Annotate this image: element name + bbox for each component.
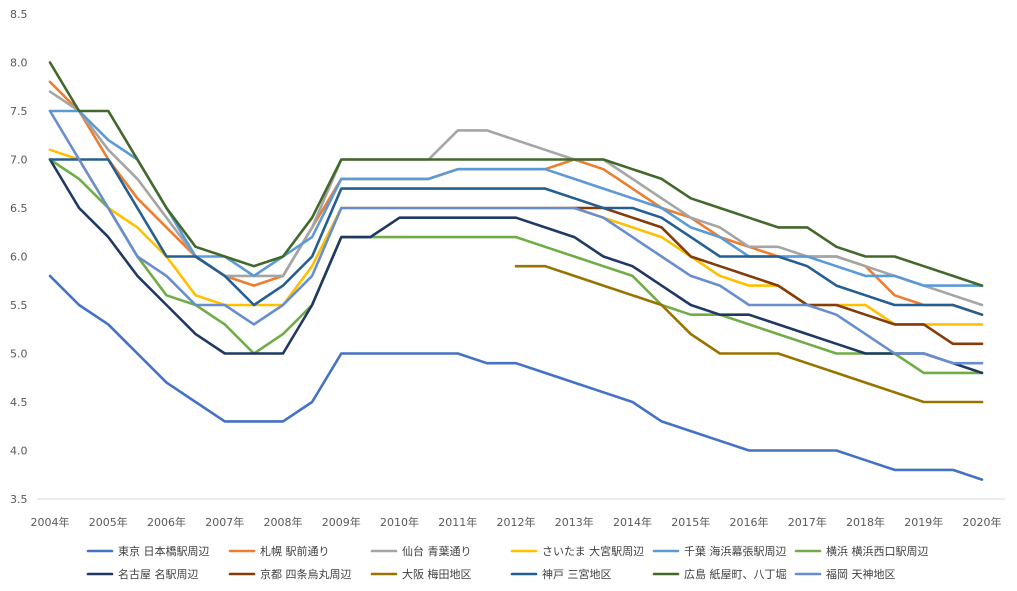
- legend-label: 横浜 横浜西口駅周辺: [826, 544, 929, 558]
- legend-item: 東京 日本橋駅周辺: [86, 544, 210, 558]
- series-line-2: [48, 90, 984, 307]
- legend-label: さいたま 大宮駅周辺: [542, 544, 644, 558]
- x-tick-label: 2013年: [555, 515, 594, 529]
- legend-item: 仙台 青葉通り: [370, 544, 472, 558]
- y-axis: 3.5 4.0 4.5 5.0 5.5 6.0 6.5 7.0 7.5 8.0 8.5: [10, 8, 28, 506]
- series-line-11: [48, 109, 984, 365]
- x-tick-label: 2010年: [380, 515, 419, 529]
- legend-item: 京都 四条烏丸周辺: [228, 567, 352, 581]
- y-tick-label: 7.5: [10, 105, 28, 118]
- legend-label: 仙台 青葉通り: [402, 544, 472, 558]
- x-tick-label: 2015年: [671, 515, 710, 529]
- series-line-8: [514, 264, 984, 404]
- legend-item: 大阪 梅田地区: [370, 567, 472, 581]
- legend-item: 福岡 天神地区: [794, 567, 896, 581]
- legend-label: 名古屋 名駅周辺: [118, 567, 199, 581]
- legend-label: 神戸 三宮地区: [542, 567, 612, 581]
- series-line-5: [48, 158, 984, 375]
- y-tick-label: 6.5: [10, 202, 28, 215]
- x-tick-label: 2005年: [89, 515, 128, 529]
- legend-item: 名古屋 名駅周辺: [86, 567, 199, 581]
- legend-label: 広島 紙屋町、八丁堀: [684, 567, 787, 581]
- x-tick-label: 2018年: [846, 515, 885, 529]
- x-tick-label: 2020年: [963, 515, 1002, 529]
- legend-label: 千葉 海浜幕張駅周辺: [684, 544, 787, 558]
- plot-area: [48, 61, 984, 481]
- legend-item: 札幌 駅前通り: [228, 544, 330, 558]
- legend-item: さいたま 大宮駅周辺: [510, 544, 644, 558]
- x-tick-label: 2006年: [147, 515, 186, 529]
- y-tick-label: 5.5: [10, 299, 28, 312]
- x-tick-label: 2008年: [264, 515, 303, 529]
- series-line-7: [572, 206, 984, 346]
- y-tick-label: 6.0: [10, 251, 28, 264]
- legend-label: 札幌 駅前通り: [260, 544, 330, 558]
- x-tick-label: 2017年: [788, 515, 827, 529]
- legend-item: 千葉 海浜幕張駅周辺: [652, 544, 787, 558]
- series-line-9: [48, 158, 984, 317]
- legend-item: 横浜 横浜西口駅周辺: [794, 544, 929, 558]
- x-axis: 2004年 2005年 2006年 2007年 2008年 2009年 2010年 2011年…: [31, 515, 1002, 529]
- legend-item: 神戸 三宮地区: [510, 567, 612, 581]
- series-line-4: [48, 109, 984, 287]
- y-tick-label: 5.0: [10, 348, 28, 361]
- x-tick-label: 2016年: [730, 515, 769, 529]
- x-tick-label: 2019年: [904, 515, 943, 529]
- y-tick-label: 8.0: [10, 57, 28, 70]
- y-tick-label: 3.5: [10, 493, 28, 506]
- y-tick-label: 7.0: [10, 154, 28, 167]
- legend-label: 東京 日本橋駅周辺: [118, 544, 210, 558]
- legend-label: 京都 四条烏丸周辺: [260, 567, 352, 581]
- series-line-1: [48, 80, 984, 317]
- x-tick-label: 2009年: [322, 515, 361, 529]
- legend-item: 広島 紙屋町、八丁堀: [652, 567, 787, 581]
- legend-label: 大阪 梅田地区: [402, 567, 472, 581]
- x-tick-label: 2014年: [613, 515, 652, 529]
- series-line-10: [48, 61, 984, 287]
- y-tick-label: 4.5: [10, 396, 28, 409]
- series-line-0: [48, 274, 984, 481]
- legend: 東京 日本橋駅周辺 札幌 駅前通り 仙台 青葉通り さいたま 大宮駅周辺 千葉 海浜幕張…: [86, 544, 929, 581]
- x-tick-label: 2012年: [497, 515, 536, 529]
- y-tick-label: 8.5: [10, 8, 28, 21]
- legend-label: 福岡 天神地区: [826, 567, 896, 581]
- x-tick-label: 2004年: [31, 515, 70, 529]
- y-tick-label: 4.0: [10, 445, 28, 458]
- series-line-6: [48, 158, 984, 375]
- x-tick-label: 2007年: [205, 515, 244, 529]
- x-tick-label: 2011年: [438, 515, 477, 529]
